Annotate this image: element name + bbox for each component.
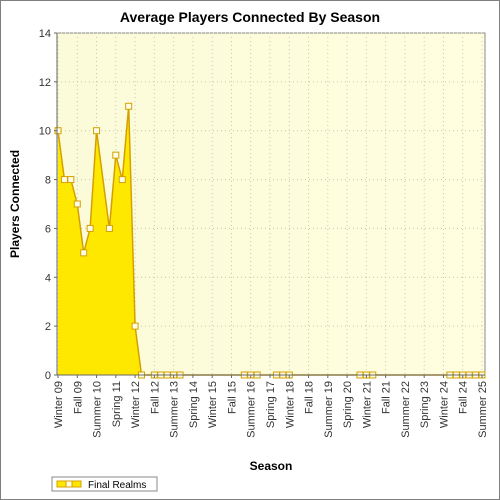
data-point-marker: [112, 151, 120, 159]
x-tick-label: Summer 13: [169, 381, 181, 438]
y-tick-label: 2: [45, 321, 51, 333]
x-tick-label: Fall 12: [149, 381, 161, 414]
y-tick-label: 0: [45, 370, 51, 382]
series-area-final-realms: [58, 106, 482, 376]
x-tick-label: Fall 24: [458, 381, 470, 414]
x-tick-label: Winter 09: [53, 381, 65, 428]
data-point-marker: [73, 200, 81, 208]
data-point-marker: [105, 224, 113, 232]
x-tick-label: Fall 18: [304, 381, 316, 414]
x-axis-label: Season: [250, 459, 293, 473]
x-tick-label: Winter 24: [438, 381, 450, 428]
x-tick-label: Summer 19: [323, 381, 335, 438]
x-tick-label: Winter 12: [130, 381, 142, 428]
x-tick-label: Spring 17: [265, 381, 277, 428]
x-tick-label: Summer 22: [400, 381, 412, 438]
y-tick-label: 8: [45, 175, 51, 187]
legend-label: Final Realms: [88, 480, 146, 491]
y-tick-label: 12: [39, 77, 51, 89]
data-point-marker: [131, 322, 139, 330]
x-tick-label: Winter 18: [284, 381, 296, 428]
data-point-marker: [67, 176, 75, 184]
data-point-marker: [93, 127, 101, 135]
y-axis-label: Players Connected: [8, 150, 22, 258]
x-tick-label: Winter 15: [207, 381, 219, 428]
legend: Final Realms: [51, 476, 158, 492]
x-tick-label: Spring 23: [419, 381, 431, 428]
data-point-marker: [118, 176, 126, 184]
y-tick-label: 10: [39, 126, 51, 138]
data-point-marker: [80, 249, 88, 257]
x-tick-label: Winter 21: [361, 381, 373, 428]
y-tick-labels: 0 2 4 6 8 10 12 14: [39, 28, 57, 382]
y-tick-label: 14: [39, 28, 51, 40]
x-tick-labels: Winter 09 Fall 09 Summer 10 Spring 11 Winter…: [53, 375, 489, 438]
chart-title: Average Players Connected By Season: [120, 9, 380, 25]
x-tick-label: Spring 20: [342, 381, 354, 428]
y-tick-label: 4: [45, 272, 51, 284]
legend-marker-icon: [65, 480, 73, 488]
x-tick-label: Fall 15: [226, 381, 238, 414]
data-point-marker: [125, 102, 133, 110]
x-tick-label: Spring 14: [188, 381, 200, 428]
data-point-marker: [60, 176, 68, 184]
x-tick-label: Spring 11: [111, 381, 123, 427]
x-tick-label: Summer 25: [477, 381, 489, 438]
x-tick-label: Fall 21: [381, 381, 393, 414]
y-tick-label: 6: [45, 223, 51, 235]
data-point-marker: [86, 224, 94, 232]
x-tick-label: Summer 16: [246, 381, 258, 438]
x-tick-label: Fall 09: [72, 381, 84, 414]
x-tick-label: Summer 10: [92, 381, 104, 438]
